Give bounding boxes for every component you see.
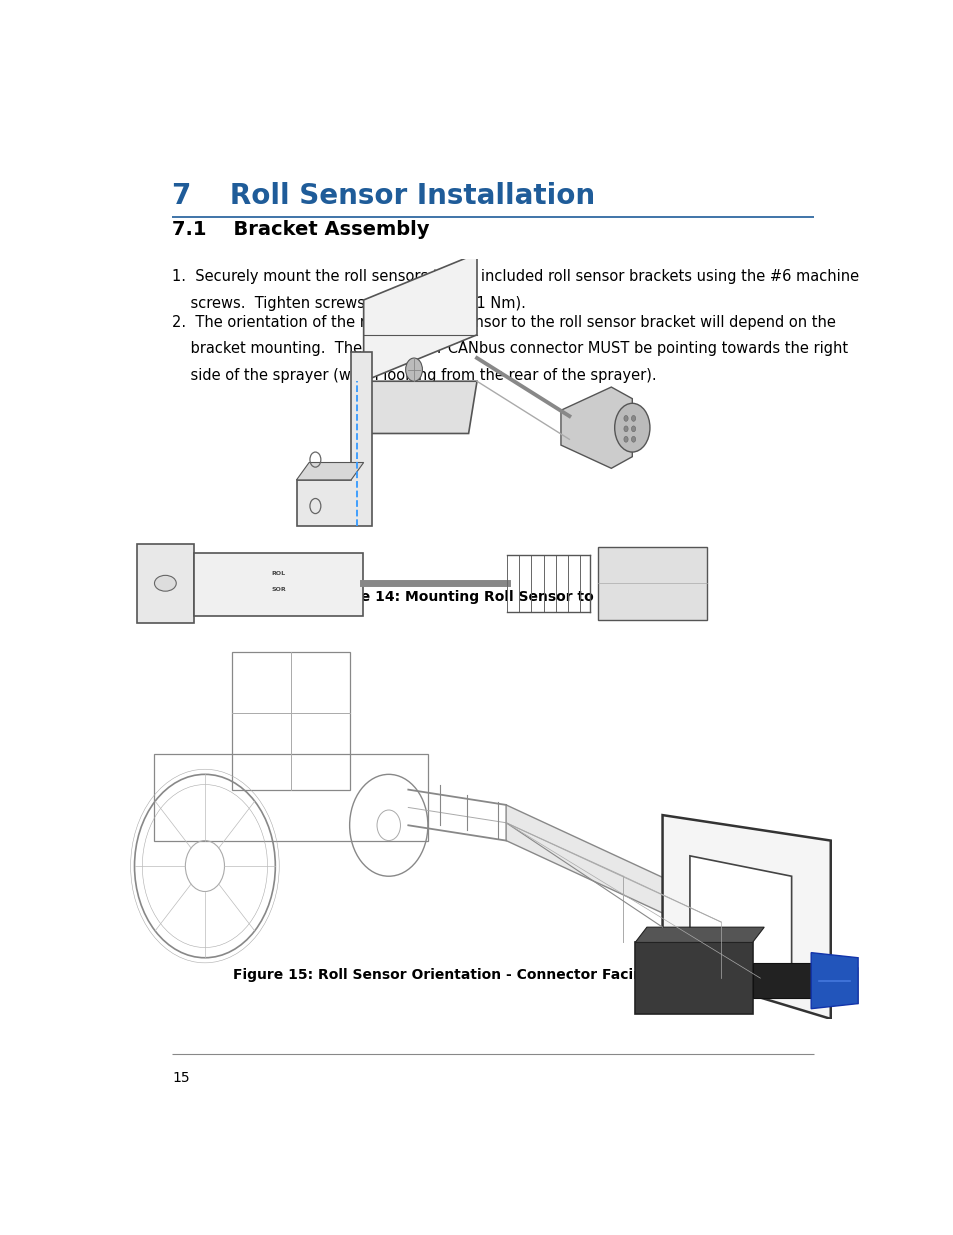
Polygon shape <box>363 253 476 382</box>
Circle shape <box>405 358 422 382</box>
Text: bracket mounting.  The roll sensor CANbus connector MUST be pointing towards the: bracket mounting. The roll sensor CANbus… <box>172 341 848 356</box>
Text: Figure 14: Mounting Roll Sensor to Bracket: Figure 14: Mounting Roll Sensor to Brack… <box>319 590 658 604</box>
Polygon shape <box>689 856 791 978</box>
Text: 7    Roll Sensor Installation: 7 Roll Sensor Installation <box>172 182 595 210</box>
Text: 1.  Securely mount the roll sensors to the included roll sensor brackets using t: 1. Securely mount the roll sensors to th… <box>172 269 859 284</box>
Text: ROL: ROL <box>272 572 285 577</box>
Circle shape <box>623 436 627 442</box>
Text: side of the sprayer (when looking from the rear of the sprayer).: side of the sprayer (when looking from t… <box>172 368 657 383</box>
Circle shape <box>154 576 176 592</box>
Polygon shape <box>560 387 632 468</box>
Text: SOR: SOR <box>271 587 286 592</box>
Circle shape <box>623 426 627 432</box>
Polygon shape <box>363 382 476 433</box>
Text: Figure 15: Roll Sensor Orientation - Connector Facing Right Wing: Figure 15: Roll Sensor Orientation - Con… <box>233 968 743 982</box>
Polygon shape <box>598 547 706 620</box>
Text: screws.  Tighten screws to 10 in-lbs (1.1 Nm).: screws. Tighten screws to 10 in-lbs (1.1… <box>172 295 526 310</box>
Polygon shape <box>193 553 363 616</box>
Circle shape <box>631 426 635 432</box>
Polygon shape <box>810 952 858 1009</box>
Text: 15: 15 <box>172 1071 190 1084</box>
Polygon shape <box>505 805 858 1004</box>
Polygon shape <box>296 462 363 480</box>
Polygon shape <box>635 942 752 1014</box>
Circle shape <box>623 415 627 421</box>
Circle shape <box>614 404 649 452</box>
Text: 2.  The orientation of the mounted roll sensor to the roll sensor bracket will d: 2. The orientation of the mounted roll s… <box>172 315 836 330</box>
Polygon shape <box>137 543 193 622</box>
Polygon shape <box>296 352 372 526</box>
Circle shape <box>631 436 635 442</box>
Circle shape <box>631 415 635 421</box>
Polygon shape <box>635 927 763 942</box>
Polygon shape <box>661 815 830 1019</box>
Text: 7.1    Bracket Assembly: 7.1 Bracket Assembly <box>172 220 430 238</box>
Polygon shape <box>752 963 818 998</box>
